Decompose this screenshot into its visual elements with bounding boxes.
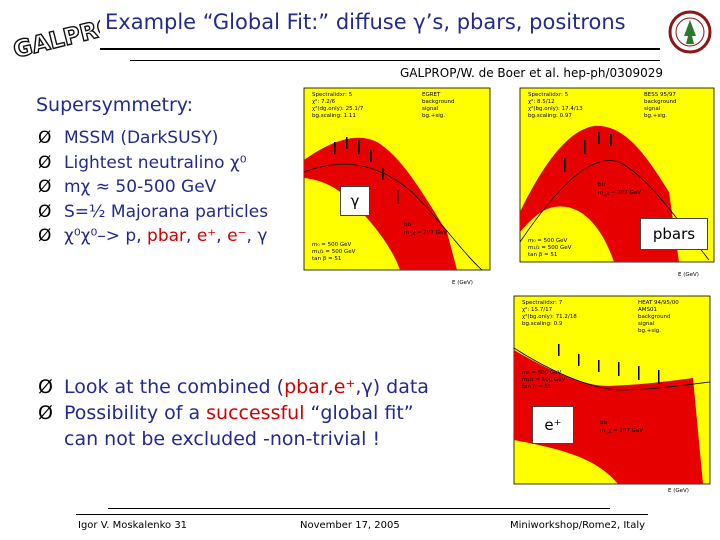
pbar-legend: signal — [644, 106, 661, 112]
footer-venue: Miniworkshop/Rome2, Italy — [510, 520, 646, 531]
gamma-mchi: m_χ = 207 GeV — [404, 230, 447, 236]
gamma-stat: Spectralidxr: 5 — [312, 92, 353, 98]
positron-stat: χ²(bg.only): 71.2/18 — [522, 313, 577, 320]
bullet-arrow-icon: Ø — [38, 226, 52, 246]
university-seal-icon — [668, 10, 712, 54]
positron-stat: Spectralidxr: 7 — [522, 300, 563, 306]
positron-stat: bg.scaling: 0.9 — [522, 321, 563, 327]
supersymmetry-text: Lightest neutralino χ⁰ — [64, 152, 247, 173]
bullet-arrow-icon: Ø — [38, 177, 52, 197]
global-fit-list: Ø Look at the combined (pbar,e⁺,γ) data Ø P… — [38, 374, 429, 452]
pbar-stat: bg.scaling: 0.97 — [528, 113, 572, 119]
positron-legend: HEAT 94/95/00 — [638, 300, 679, 306]
supersymmetry-text: mχ ≈ 50-500 GeV — [64, 177, 217, 197]
positron-mchi: m_χ = 207 GeV — [600, 428, 643, 434]
global-fit-text: successful — [206, 402, 305, 424]
supersymmetry-text: S=½ Majorana particles — [64, 201, 269, 222]
supersymmetry-heading: Supersymmetry: — [36, 94, 194, 116]
supersymmetry-text: pbar — [147, 226, 187, 246]
positron-stat: χ²: 15.7/17 — [522, 306, 553, 313]
title-rule-bottom — [130, 60, 660, 61]
gamma-param: m₀ = 500 GeV — [312, 242, 352, 248]
supersymmetry-text: MSSM (DarkSUSY) — [64, 128, 219, 148]
positron-axis-unit: E (GeV) — [668, 488, 689, 494]
supersymmetry-item: Ø Lightest neutralino χ⁰ — [38, 151, 268, 176]
global-fit-item: Ø Possibility of a successful “global fit… — [38, 400, 429, 426]
positron-plot-tag: e⁺ — [532, 406, 574, 444]
bullet-arrow-icon: Ø — [38, 201, 52, 222]
pbar-plot-tag: pbars — [640, 218, 708, 250]
footer-rule-top — [108, 508, 610, 509]
pbar-param: tan β = 51 — [528, 252, 557, 258]
global-fit-text: , — [327, 376, 334, 398]
positron-legend: background — [638, 314, 671, 320]
gamma-axis-unit: E (GeV) — [452, 280, 473, 286]
gamma-param: m₁/₂ = 500 GeV — [312, 249, 356, 255]
global-fit-text: ,γ) data — [355, 376, 429, 398]
global-fit-text: pbar — [284, 376, 328, 398]
supersymmetry-text: , γ — [246, 226, 268, 246]
global-fit-item: can not be excluded -non-trivial ! — [38, 426, 429, 452]
supersymmetry-text: , — [216, 226, 228, 246]
footer-author: Igor V. Moskalenko 31 — [78, 520, 188, 531]
pbar-axis-unit: E (GeV) — [678, 272, 699, 278]
gamma-bb: bb — [404, 222, 411, 228]
pbar-bb: bb — [598, 182, 605, 188]
slide-title: Example “Global Fit:” diffuse γ’s, pbars… — [105, 10, 626, 34]
positron-legend: signal — [638, 321, 655, 327]
bullet-arrow-icon: Ø — [38, 402, 53, 424]
positron-param: m₀ = 500 GeV — [522, 370, 562, 376]
supersymmetry-list: Ø MSSM (DarkSUSY) Ø Lightest neutralino χ⁰ Ø… — [38, 126, 268, 249]
gamma-legend: signal — [422, 106, 439, 112]
gamma-plot-tag: γ — [340, 186, 370, 216]
global-fit-text: Possibility of a — [64, 402, 207, 424]
title-rule-top — [100, 48, 660, 50]
pbar-stat: Spectralidxr: 5 — [528, 92, 569, 98]
bullet-arrow-icon: Ø — [38, 376, 53, 398]
bullet-arrow-icon: Ø — [38, 128, 52, 148]
pbar-legend: background — [644, 99, 677, 105]
pbar-param: m₁/₂ = 500 GeV — [528, 245, 572, 251]
footer-rule-bottom — [76, 514, 648, 515]
global-fit-item: Ø Look at the combined (pbar,e⁺,γ) data — [38, 374, 429, 400]
gamma-legend: background — [422, 99, 455, 105]
pbar-legend: BESS 95/97 — [644, 92, 676, 98]
supersymmetry-text: e⁺ — [196, 226, 217, 246]
gamma-legend: EGRET — [422, 92, 441, 98]
global-fit-text: e⁺ — [333, 376, 356, 398]
antiproton-spectrum-plot: Spectralidxr: 5 χ²: 8.5/12 χ²(bg.only): … — [519, 87, 715, 278]
positron-legend: bg.+sig. — [638, 328, 661, 334]
galprop-logo-text: GALPROP — [11, 9, 100, 64]
global-fit-text: “global fit” — [304, 402, 414, 424]
footer-date: November 17, 2005 — [300, 520, 400, 531]
global-fit-text: Look at the combined ( — [64, 376, 285, 398]
gamma-stat: χ²(dg.only): 25.1/7 — [312, 105, 364, 112]
gamma-ray-spectrum-plot: Spectralidxr: 5 χ²: 7.2/6 χ²(dg.only): 2… — [303, 87, 491, 286]
positron-param: m₁/₂ = 500 GeV — [522, 377, 566, 383]
positron-legend: AMS01 — [638, 307, 657, 313]
pbar-mchi: m_χ = 207 GeV — [598, 190, 641, 196]
global-fit-text: can not be excluded -non-trivial ! — [64, 428, 381, 450]
supersymmetry-text: e⁻ — [227, 226, 247, 246]
supersymmetry-item: Ø S=½ Majorana particles — [38, 200, 268, 225]
gamma-legend: bg.+sig. — [422, 113, 445, 119]
reference-citation: GALPROP/W. de Boer et al. hep-ph/0309029 — [400, 66, 663, 80]
positron-param: tan β = 51 — [522, 384, 551, 390]
pbar-legend: bg.+sig. — [644, 113, 667, 119]
pbar-stat: χ²(bg.only): 17.4/13 — [528, 105, 583, 112]
supersymmetry-text: χ⁰χ⁰–> p, — [64, 226, 148, 246]
supersymmetry-item: Ø MSSM (DarkSUSY) — [38, 126, 268, 151]
galprop-logo: GALPROP — [10, 8, 100, 64]
gamma-stat: χ²: 7.2/6 — [312, 98, 336, 105]
positron-bb: bb — [600, 420, 607, 426]
supersymmetry-text: , — [186, 226, 197, 246]
pbar-param: m₀ = 500 GeV — [528, 238, 568, 244]
pbar-stat: χ²: 8.5/12 — [528, 98, 555, 105]
positron-fraction-plot: Spectralidxr: 7 χ²: 15.7/17 χ²(bg.only):… — [513, 295, 711, 494]
bullet-arrow-icon: Ø — [38, 152, 52, 173]
gamma-stat: bg.scaling: 1.11 — [312, 113, 356, 119]
gamma-param: tan β = 51 — [312, 256, 341, 262]
